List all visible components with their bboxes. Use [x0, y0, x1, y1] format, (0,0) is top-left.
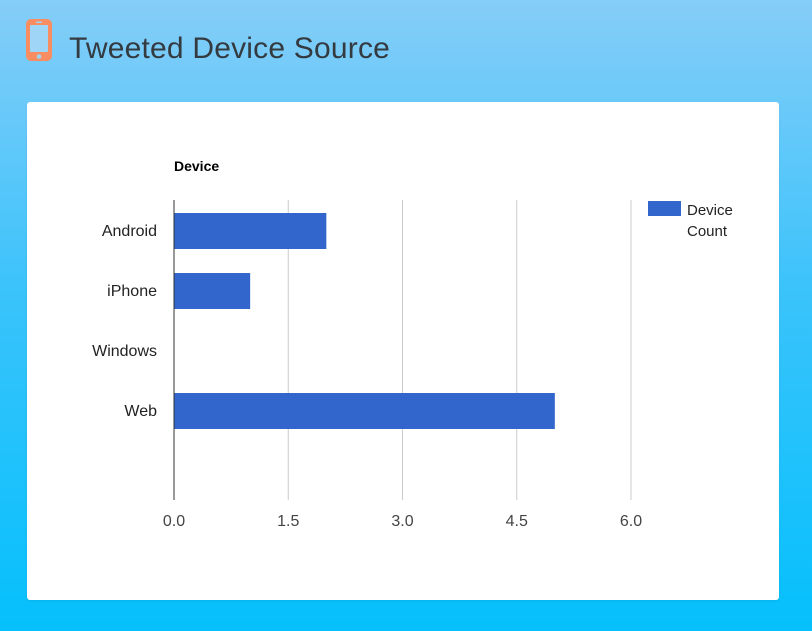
- chart-bars: [174, 213, 555, 429]
- category-label: iPhone: [107, 283, 157, 300]
- legend-label: Device Count: [687, 202, 737, 240]
- category-labels: Android iPhone Windows Web: [92, 223, 157, 420]
- chart-gridlines: [287, 200, 632, 500]
- x-tick-label: 1.5: [277, 513, 299, 530]
- bar-android[interactable]: [174, 213, 327, 249]
- x-tick-label: 6.0: [620, 513, 642, 530]
- x-tick-label: 3.0: [391, 513, 413, 530]
- page-title: Tweeted Device Source: [69, 32, 391, 65]
- mobile-phone-icon: [26, 19, 52, 61]
- category-label: Android: [102, 223, 157, 240]
- legend-swatch: [648, 201, 681, 216]
- page-header: Tweeted Device Source: [0, 0, 812, 100]
- x-tick-label: 4.5: [506, 513, 528, 530]
- chart-legend: Device Count: [648, 201, 737, 240]
- category-label: Web: [124, 403, 157, 420]
- x-tick-labels: 0.0 1.5 3.0 4.5 6.0: [163, 513, 642, 530]
- x-tick-label: 0.0: [163, 513, 185, 530]
- bar-iphone[interactable]: [174, 273, 251, 309]
- chart-card: Android iPhone Windows Web 0.0 1.5 3.0 4.5 6.0 …: [27, 102, 779, 600]
- bar-web[interactable]: [174, 393, 555, 429]
- y-axis-title: Device: [174, 158, 219, 174]
- category-label: Windows: [92, 343, 157, 360]
